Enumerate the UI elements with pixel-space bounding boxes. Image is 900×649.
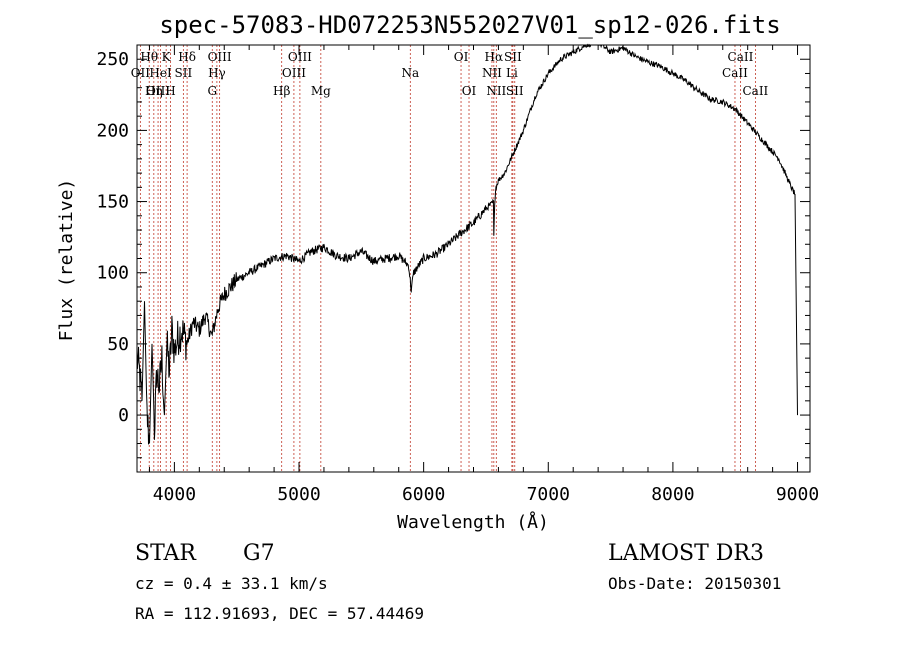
spectral-line-label: OIII <box>208 50 232 64</box>
spectral-line-label: OI <box>462 84 477 98</box>
spectral-line-label: H <box>165 84 175 98</box>
spectral-line-label: OIII <box>146 84 170 98</box>
coordinates: RA = 112.91693, DEC = 57.44469 <box>135 604 424 623</box>
spectral-line-label: SII <box>175 66 193 80</box>
spectral-line-markers <box>139 45 756 472</box>
x-tick-label: 5000 <box>277 484 320 505</box>
y-axis-ticks: 0 50 100 150 200 250 <box>96 44 810 459</box>
spectral-line-label: CaII <box>722 66 748 80</box>
spectral-line-label: Hα <box>485 50 504 64</box>
spectral-line-label: Li <box>506 66 518 80</box>
spectral-line-label: G <box>207 84 217 98</box>
spectral-line-label: SII <box>504 50 522 64</box>
spectral-line-label: OI <box>454 50 469 64</box>
spectral-line-label: Mg <box>311 84 331 98</box>
spectral-line-label: OIII <box>282 66 306 80</box>
chart-title: spec-57083-HD072253N552027V01_sp12-026.f… <box>159 11 780 39</box>
spectral-line-label: Hη <box>145 84 163 98</box>
y-tick-label: 0 <box>118 405 129 426</box>
spectral-line-label: NII <box>482 66 502 80</box>
spectral-line-label: NII <box>486 84 506 98</box>
spectral-line-label: Hβ <box>273 84 290 98</box>
redshift-value: cz = 0.4 ± 33.1 km/s <box>135 574 328 593</box>
y-tick-label: 250 <box>96 49 129 70</box>
x-tick-label: 6000 <box>402 484 445 505</box>
object-subclass: G7 <box>243 541 275 566</box>
y-axis-label: Flux (relative) <box>56 179 77 342</box>
spectral-line-label: Hδ <box>178 50 196 64</box>
x-tick-label: 4000 <box>153 484 196 505</box>
y-tick-label: 200 <box>96 120 129 141</box>
y-tick-label: 150 <box>96 192 129 213</box>
spectral-line-label: K <box>162 50 172 64</box>
x-tick-label: 7000 <box>527 484 570 505</box>
x-axis-ticks: 4000 5000 6000 7000 8000 9000 <box>148 45 819 505</box>
spectral-line-label: CaII <box>742 84 768 98</box>
spectral-line-label: Na <box>401 66 419 80</box>
spectral-line-label: CaII <box>728 50 754 64</box>
y-tick-label: 100 <box>96 263 129 284</box>
observation-date: Obs-Date: 20150301 <box>608 574 781 593</box>
plot-frame <box>136 44 811 473</box>
flux-series-line <box>136 43 798 445</box>
x-tick-label: 9000 <box>776 484 819 505</box>
spectral-line-label: HeI <box>149 66 172 80</box>
y-tick-label: 50 <box>107 334 129 355</box>
spectral-line-label: OIII <box>288 50 312 64</box>
spectral-line-label: Hθ <box>140 50 158 64</box>
x-tick-label: 8000 <box>651 484 694 505</box>
x-axis-label: Wavelength (Å) <box>397 511 549 533</box>
object-class: STAR <box>135 541 197 566</box>
survey-name: LAMOST DR3 <box>608 541 764 566</box>
spectral-line-label: SII <box>506 84 524 98</box>
spectral-line-label: Hγ <box>208 66 226 80</box>
